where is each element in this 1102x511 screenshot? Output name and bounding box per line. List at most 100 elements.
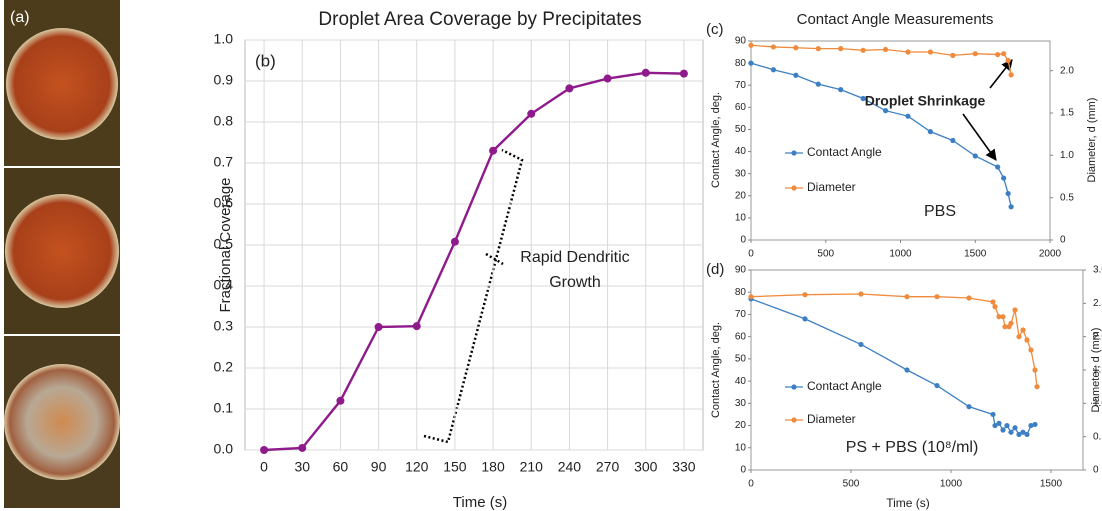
data-point [1005, 190, 1011, 197]
y-tick-label: 0.2 [214, 359, 234, 375]
y-tick-label: 10 [735, 442, 747, 453]
x-tick-label: 1500 [964, 249, 987, 260]
y2-tick-label: 0.5 [1093, 431, 1102, 442]
data-point [1008, 429, 1014, 435]
y2-tick-label: 1.0 [1093, 398, 1102, 409]
data-point [1008, 72, 1014, 78]
y-tick-label: 80 [735, 287, 747, 298]
y-axis-label: Contact Angle, deg. [710, 322, 722, 418]
y-tick-label: 60 [735, 331, 747, 342]
data-point [1028, 347, 1034, 353]
data-point [793, 45, 799, 51]
data-point [860, 95, 866, 102]
y-tick-label: 90 [735, 265, 747, 276]
data-point [748, 294, 754, 300]
x-axis-label: Time (s) [453, 494, 507, 511]
y2-tick-label: 1.0 [1060, 150, 1074, 161]
panel-label: (c) [706, 21, 724, 38]
photo-panel: (a) [4, 0, 120, 508]
legend-label: Contact Angle [807, 379, 882, 393]
y-tick-label: 30 [735, 398, 747, 409]
data-point [992, 304, 998, 310]
droplet-photo [5, 194, 119, 308]
data-point [1032, 367, 1038, 373]
y2-tick-label: 1.5 [1093, 365, 1102, 376]
data-point [1008, 320, 1014, 326]
y-tick-label: 50 [735, 354, 747, 365]
data-point [260, 446, 269, 454]
data-point [838, 46, 844, 52]
panel-label: (b) [255, 51, 276, 70]
y-tick-label: 60 [735, 102, 747, 113]
data-point [815, 81, 821, 87]
data-point [927, 49, 934, 55]
legend-marker [791, 384, 797, 390]
data-point [1016, 431, 1022, 438]
y-tick-label: 0.6 [214, 195, 234, 211]
droplet-photo [6, 28, 118, 140]
data-point [995, 51, 1001, 58]
data-point [904, 294, 910, 300]
x-tick-label: 30 [294, 459, 310, 475]
panel-label: (a) [10, 9, 30, 26]
data-point [1012, 425, 1018, 431]
data-point [1016, 334, 1022, 340]
data-point [882, 46, 889, 53]
droplet-photo [4, 364, 120, 480]
x-tick-label: 500 [817, 249, 834, 260]
y2-tick-label: 0 [1093, 465, 1099, 476]
data-point [748, 42, 754, 48]
data-point [298, 443, 307, 452]
x-tick-label: 120 [405, 459, 429, 475]
x-tick-label: 300 [634, 459, 658, 475]
data-point [905, 49, 911, 55]
x-tick-label: 90 [371, 459, 387, 475]
annotation: Rapid Dendritic [520, 249, 629, 266]
x-tick-label: 0 [748, 479, 754, 490]
data-point [489, 146, 498, 155]
growth-bracket [423, 148, 524, 444]
legend-marker [791, 150, 797, 156]
annotation: PBS [924, 203, 956, 220]
y-tick-label: 0.4 [214, 277, 234, 293]
plot-frame [750, 40, 1051, 241]
x-tick-label: 1000 [889, 249, 912, 260]
x-tick-label: 330 [672, 459, 696, 475]
data-point [972, 51, 978, 57]
y-tick-label: 0.0 [214, 441, 234, 457]
y-tick-label: 20 [735, 420, 747, 431]
data-point [450, 237, 459, 246]
data-point [1024, 431, 1030, 438]
x-axis-label: Time (s) [886, 496, 930, 510]
panel-label: (d) [706, 261, 724, 278]
y-axis-label: Contact Angle, deg. [710, 92, 722, 188]
x-tick-label: 0 [260, 459, 268, 475]
y2-tick-label: 2.0 [1060, 65, 1074, 76]
y-tick-label: 50 [735, 124, 747, 135]
data-point [336, 396, 345, 405]
y-tick-label: 80 [735, 58, 747, 69]
y-tick-label: 40 [735, 376, 747, 387]
data-point [1001, 51, 1007, 57]
data-point [905, 113, 911, 119]
data-point [748, 60, 754, 66]
data-point [1005, 57, 1011, 64]
series-line [750, 62, 1012, 207]
x-tick-label: 150 [443, 459, 467, 475]
y-axis-label: Fractional Coverage [217, 177, 234, 312]
chart-title: Contact Angle Measurements [797, 11, 994, 28]
y-tick-label: 70 [735, 309, 747, 320]
x-tick-label: 0 [748, 249, 754, 260]
data-point [641, 68, 650, 77]
annotation: PS + PBS (10⁸/ml) [846, 439, 979, 456]
data-point [770, 67, 777, 73]
data-point [838, 87, 844, 93]
y2-axis-label: Diameter, d (mm) [1090, 328, 1102, 413]
legend-label: Diameter [807, 412, 856, 426]
legend-marker [791, 417, 797, 423]
data-point [1034, 384, 1040, 390]
legend-label: Contact Angle [807, 145, 882, 159]
x-tick-label: 60 [333, 459, 349, 475]
data-point [972, 153, 978, 159]
